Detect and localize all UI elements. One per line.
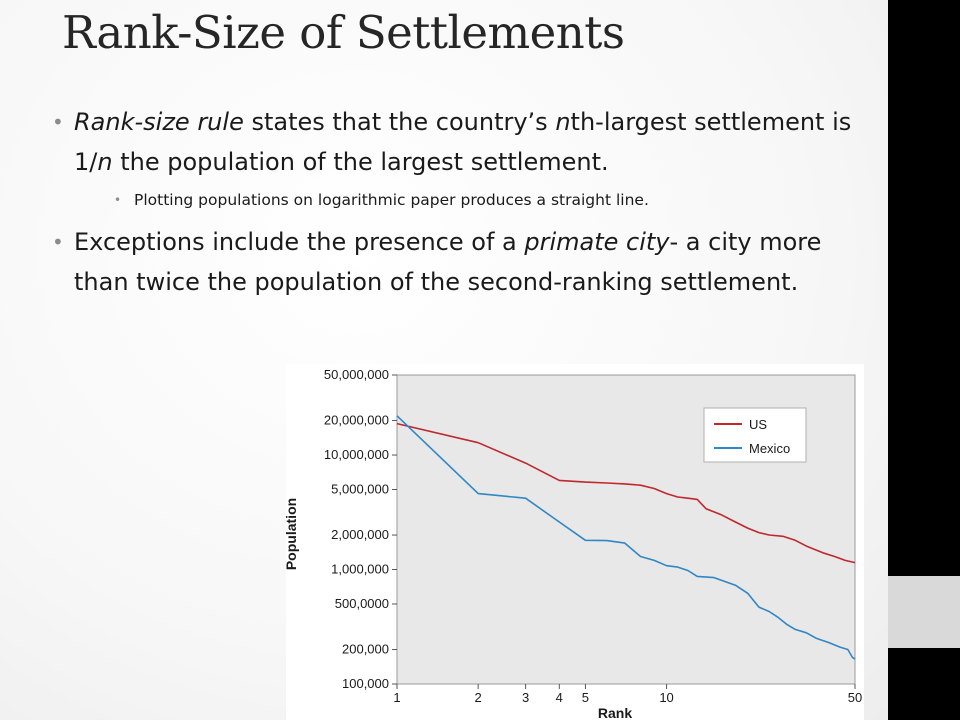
- slide-title: Rank-Size of Settlements: [62, 6, 625, 59]
- bullet1-em3: n: [97, 148, 113, 176]
- y-tick-label: 200,000: [342, 642, 389, 657]
- x-tick-label: 1: [393, 690, 400, 705]
- legend-label-us: US: [749, 417, 767, 432]
- side-bar-black-top: [888, 0, 960, 576]
- bullet1-text3: the population of the largest settlement…: [112, 148, 609, 176]
- series-line-mexico: [396, 415, 856, 660]
- y-tick-label: 100,000: [342, 676, 389, 691]
- legend-label-mexico: Mexico: [749, 441, 790, 456]
- bullet-list: • Rank-size rule states that the country’…: [52, 102, 852, 302]
- sub-bullet-dot-icon: •: [114, 193, 122, 207]
- bullet1-em2: n: [555, 108, 571, 136]
- y-tick-label: 5,000,000: [331, 481, 389, 496]
- bullet1-text2: th-largest settlement is 1/: [74, 108, 852, 176]
- y-tick-label: 10,000,000: [324, 447, 389, 462]
- bullet-dot-icon: •: [52, 110, 64, 134]
- rank-size-chart-svg: 100,000 200,000 500,0000 1,000,000 2,000,000…: [283, 367, 862, 721]
- x-tick-label: 50: [848, 690, 862, 705]
- series-line-us: [396, 422, 856, 564]
- y-axis-label: Population: [286, 498, 299, 570]
- x-tick-label: 10: [659, 690, 673, 705]
- bullet-primate-city: • Exceptions include the presence of a pr…: [52, 222, 852, 302]
- bullet2-text1: Exceptions include the presence of a: [74, 228, 525, 256]
- sub-bullet-text: Plotting populations on logarithmic pape…: [134, 191, 649, 209]
- x-tick-label: 4: [556, 690, 563, 705]
- x-axis-label: Rank: [598, 705, 632, 720]
- x-tick-label: 5: [582, 690, 589, 705]
- sub-bullet-log-paper: • Plotting populations on logarithmic pap…: [52, 188, 852, 212]
- bullet1-text1: states that the country’s: [243, 108, 556, 136]
- y-tick-label: 500,0000: [335, 596, 389, 611]
- x-tick-label: 3: [522, 690, 529, 705]
- legend-box: [703, 407, 807, 463]
- bullet1-em1: Rank-size rule: [74, 108, 244, 136]
- rank-size-chart: 100,000 200,000 500,0000 1,000,000 2,000,000…: [283, 364, 864, 721]
- y-tick-label: 50,000,000: [324, 367, 389, 382]
- bullet2-em1: primate city: [524, 228, 670, 256]
- y-tick-label: 1,000,000: [331, 562, 389, 577]
- side-bar-black-bottom: [888, 648, 960, 720]
- bullet2-text2: - a city more than twice the population …: [74, 228, 822, 296]
- bullet-rank-size-rule: • Rank-size rule states that the country’…: [52, 102, 852, 182]
- side-bar-gray-block: [888, 576, 960, 648]
- y-tick-label: 2,000,000: [331, 527, 389, 542]
- bullet-dot-icon: •: [52, 230, 64, 254]
- y-tick-label: 20,000,000: [324, 413, 389, 428]
- x-tick-label: 2: [475, 690, 482, 705]
